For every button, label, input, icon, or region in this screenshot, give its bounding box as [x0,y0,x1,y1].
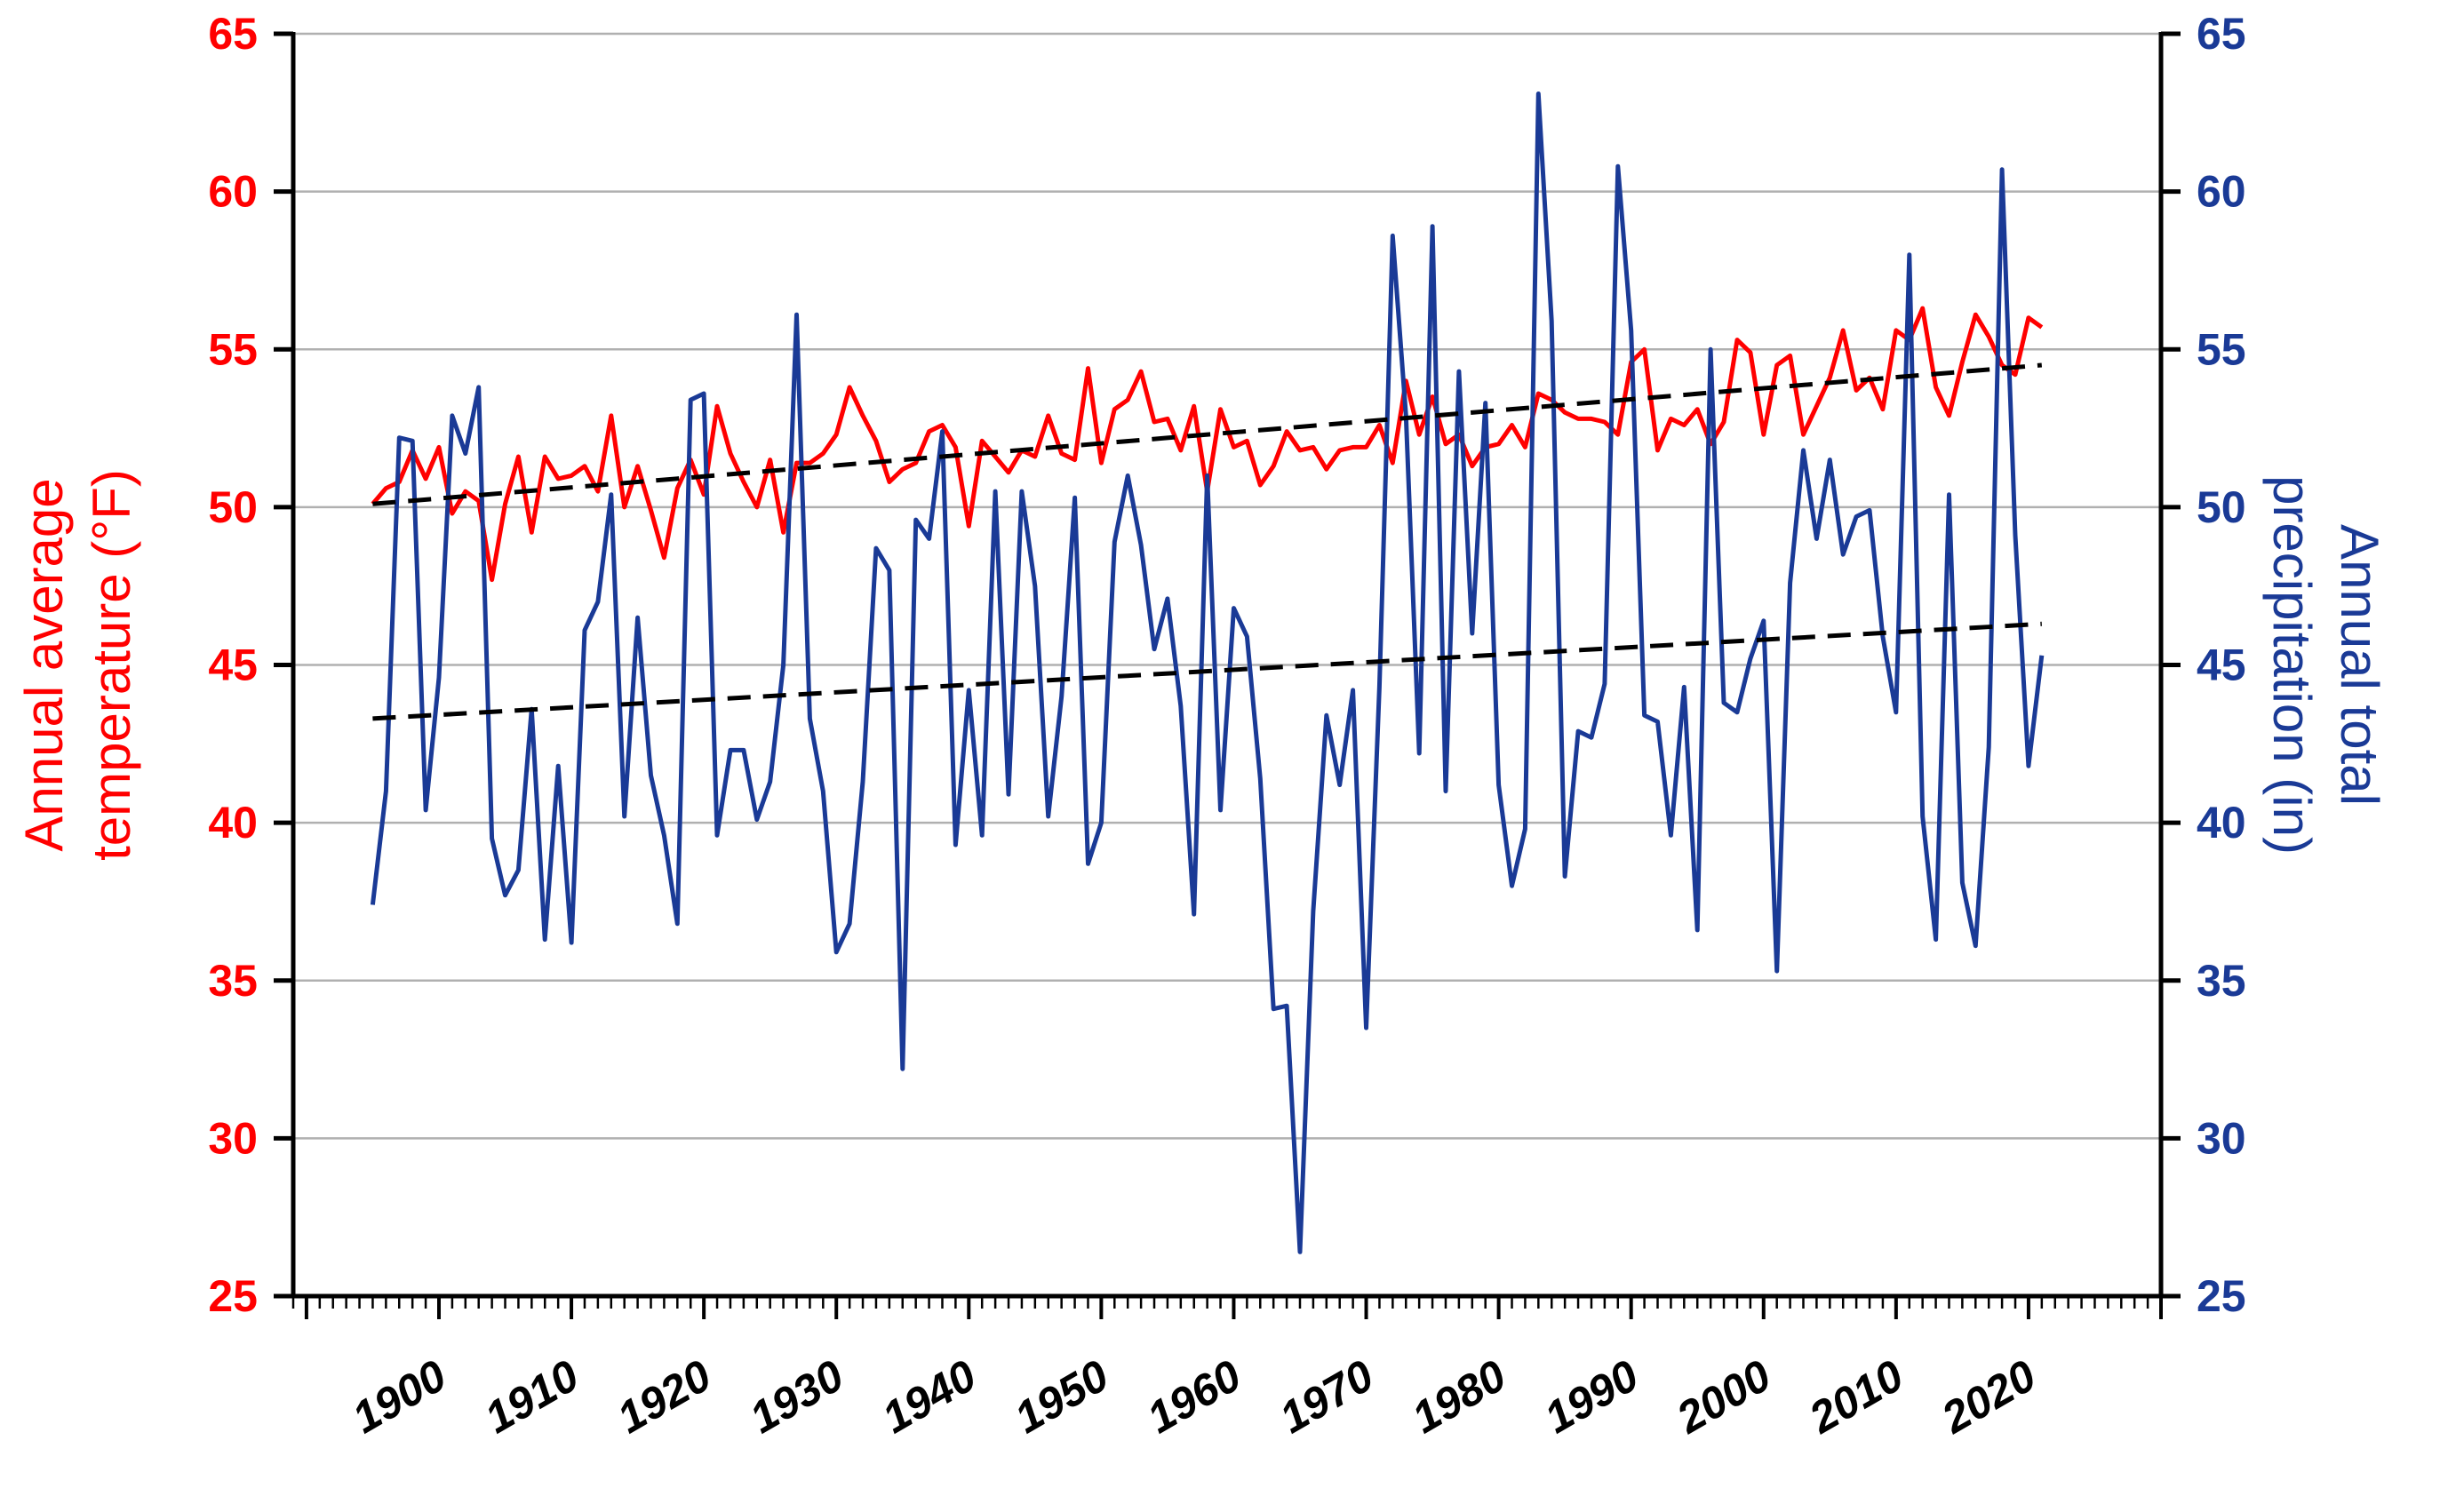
right-tick-label: 25 [2197,1271,2246,1321]
x-tick-label: 1930 [741,1350,851,1443]
right-tick-label: 45 [2197,641,2246,690]
left-tick-label: 60 [208,167,258,217]
x-tick-label: 2010 [1800,1350,1911,1444]
x-tick-label: 1960 [1139,1350,1249,1443]
right-tick-label: 65 [2197,9,2246,59]
right-axis-title-line: Annual total [2330,524,2389,806]
temperature-trendline [372,362,2043,506]
x-tick-label: 1940 [873,1350,984,1443]
x-tick-label: 2000 [1668,1350,1779,1444]
left-tick-label: 65 [208,9,258,59]
left-tick-label: 45 [208,641,258,690]
axes [274,31,2181,1319]
right-axis-title-line: precipitation (in) [2262,475,2322,855]
left-tick-label: 30 [208,1113,258,1163]
x-tick-label: 1970 [1272,1350,1382,1443]
left-tick-label: 55 [208,324,258,374]
precipitation-series-line [370,92,2045,1254]
left-tick-label: 40 [208,798,258,848]
left-tick-label: 25 [208,1271,258,1321]
x-tick-label: 1910 [476,1350,586,1443]
gridlines [293,32,2161,1298]
left-axis-title: Annual average temperature (°F) [14,469,141,861]
x-tick-label: 1950 [1007,1350,1117,1443]
right-tick-label: 30 [2197,1113,2246,1163]
left-axis-title-line: temperature (°F) [82,469,141,861]
x-tick-label: 2020 [1933,1350,2044,1444]
series-layer [370,92,2045,1254]
left-tick-label: 35 [208,956,258,1006]
x-tick-label: 1990 [1536,1350,1647,1443]
precipitation-trendline [372,621,2042,721]
right-tick-label: 35 [2197,956,2246,1006]
x-tick-label: 1900 [344,1350,454,1443]
right-tick-label: 55 [2197,324,2246,374]
x-tick-label: 1920 [609,1350,719,1443]
right-tick-label: 60 [2197,167,2246,217]
right-tick-label: 50 [2197,482,2246,532]
x-tick-label: 1980 [1404,1350,1514,1443]
left-axis-title-line: Annual average [14,478,74,851]
right-tick-label: 40 [2197,798,2246,848]
left-tick-label: 50 [208,482,258,532]
